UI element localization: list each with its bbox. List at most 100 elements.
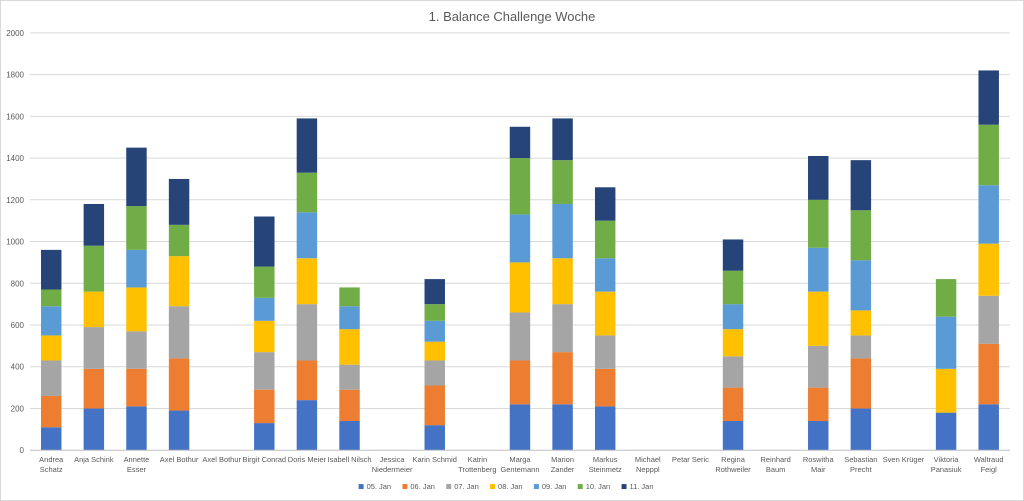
- bar-segment: [722, 420, 744, 451]
- bar-segment: [722, 239, 744, 271]
- bar-segment: [978, 185, 999, 244]
- bar-segment: [41, 289, 62, 307]
- bar-segment: [41, 360, 62, 396]
- chart-title: 1. Balance Challenge Woche: [429, 9, 596, 24]
- bar-segment: [168, 306, 190, 359]
- legend-label: 05. Jan: [367, 482, 392, 491]
- bar-segment: [808, 387, 829, 421]
- bar-segment: [978, 124, 999, 186]
- bar-segment: [126, 406, 147, 451]
- bar-segment: [594, 291, 616, 336]
- bar-segment: [424, 425, 445, 451]
- legend-swatch: [358, 484, 364, 490]
- bar-segment: [83, 327, 105, 369]
- bar-segment: [254, 297, 275, 321]
- bar-segment: [509, 158, 531, 215]
- bar-segment: [850, 310, 872, 336]
- bar-segment: [296, 400, 318, 451]
- bar-segment: [126, 206, 147, 250]
- bar-segment: [808, 199, 829, 248]
- legend: 05. Jan 06. Jan 07. Jan 08. Jan 09. Jan 10. J…: [358, 482, 654, 491]
- bar-segment: [254, 389, 275, 424]
- legend-swatch: [402, 484, 408, 490]
- bar-segment: [41, 249, 62, 290]
- bar-segment: [168, 358, 190, 411]
- bar-segment: [296, 118, 318, 173]
- bar-segment: [850, 260, 872, 311]
- bar-segment: [850, 335, 872, 359]
- bar-segment: [552, 352, 573, 405]
- bar-segment: [594, 406, 616, 451]
- y-tick-label: 1400: [6, 154, 24, 163]
- bar-segment: [552, 160, 573, 204]
- bar-segment: [254, 216, 275, 267]
- x-category-label: Reinhard Baum: [760, 455, 790, 474]
- bar-segment: [552, 118, 573, 161]
- bar-segment: [339, 287, 360, 307]
- bar-segment: [424, 320, 445, 342]
- bar-segment: [339, 329, 360, 365]
- bar-segment: [509, 214, 531, 263]
- x-category-label: Marga Gentemann: [500, 455, 539, 474]
- bar-segment: [552, 304, 573, 353]
- bar-segment: [424, 385, 445, 426]
- bar-segment: [168, 256, 190, 307]
- x-category-label: Andrea Schatz: [39, 455, 64, 474]
- bar-segment: [424, 341, 445, 361]
- bar-segment: [850, 210, 872, 261]
- x-category-label: Axel Bothur: [160, 455, 199, 464]
- bar-segment: [296, 304, 318, 361]
- bar-segment: [978, 70, 999, 125]
- bar-segment: [126, 249, 147, 288]
- bar-segment: [168, 224, 190, 257]
- y-tick-label: 800: [11, 279, 25, 288]
- x-category-label: Annette Esser: [124, 455, 150, 474]
- bar-segment: [722, 304, 744, 330]
- y-tick-label: 0: [20, 446, 25, 455]
- bar-segment: [808, 247, 829, 292]
- bar-segment: [126, 331, 147, 369]
- bar-segment: [722, 270, 744, 305]
- bar-segment: [254, 320, 275, 353]
- legend-swatch: [621, 484, 627, 490]
- bar-segment: [296, 172, 318, 213]
- bar-segment: [850, 408, 872, 451]
- bar-segment: [509, 404, 531, 451]
- bar-segment: [978, 343, 999, 405]
- bar-segment: [424, 279, 445, 305]
- bar-segment: [424, 360, 445, 386]
- bar-segment: [935, 412, 957, 451]
- legend-swatch: [577, 484, 583, 490]
- legend-label: 11. Jan: [630, 482, 654, 491]
- y-axis-tick-labels: 0 200 400 600 800 1000 1200 1400 1600 1800 2000: [6, 29, 24, 455]
- bar-segment: [509, 360, 531, 405]
- x-category-label: Waltraud Feigl: [974, 455, 1004, 474]
- x-category-label: Doris Meier: [288, 455, 327, 464]
- bar-segment: [254, 266, 275, 298]
- y-tick-label: 2000: [6, 29, 24, 38]
- legend-label: 08. Jan: [498, 482, 523, 491]
- y-tick-label: 400: [11, 363, 25, 372]
- bar-segment: [552, 258, 573, 305]
- x-category-label: Karin Schmid: [413, 455, 457, 464]
- bar-segment: [594, 258, 616, 292]
- x-category-label: Axel Bothur: [202, 455, 241, 464]
- bar-segment: [509, 126, 531, 159]
- bar-segment: [424, 304, 445, 321]
- bar-segment: [296, 258, 318, 305]
- bar-segment: [126, 147, 147, 207]
- legend-label: 07. Jan: [454, 482, 479, 491]
- bar-segment: [594, 220, 616, 259]
- bar-segment: [83, 291, 105, 328]
- y-tick-label: 1800: [6, 71, 24, 80]
- x-axis-category-labels: Andrea Schatz Anja Schink Annette Esser Axel …: [39, 455, 1003, 474]
- bar-segment: [41, 427, 62, 451]
- bar-segment: [978, 243, 999, 296]
- bar-segment: [808, 420, 829, 451]
- bar-segment: [935, 368, 957, 413]
- bar-segment: [296, 212, 318, 259]
- bar-segment: [509, 262, 531, 313]
- x-category-label: Michael Nepppl: [635, 455, 661, 474]
- bar-segment: [978, 295, 999, 344]
- y-tick-label: 1600: [6, 112, 24, 121]
